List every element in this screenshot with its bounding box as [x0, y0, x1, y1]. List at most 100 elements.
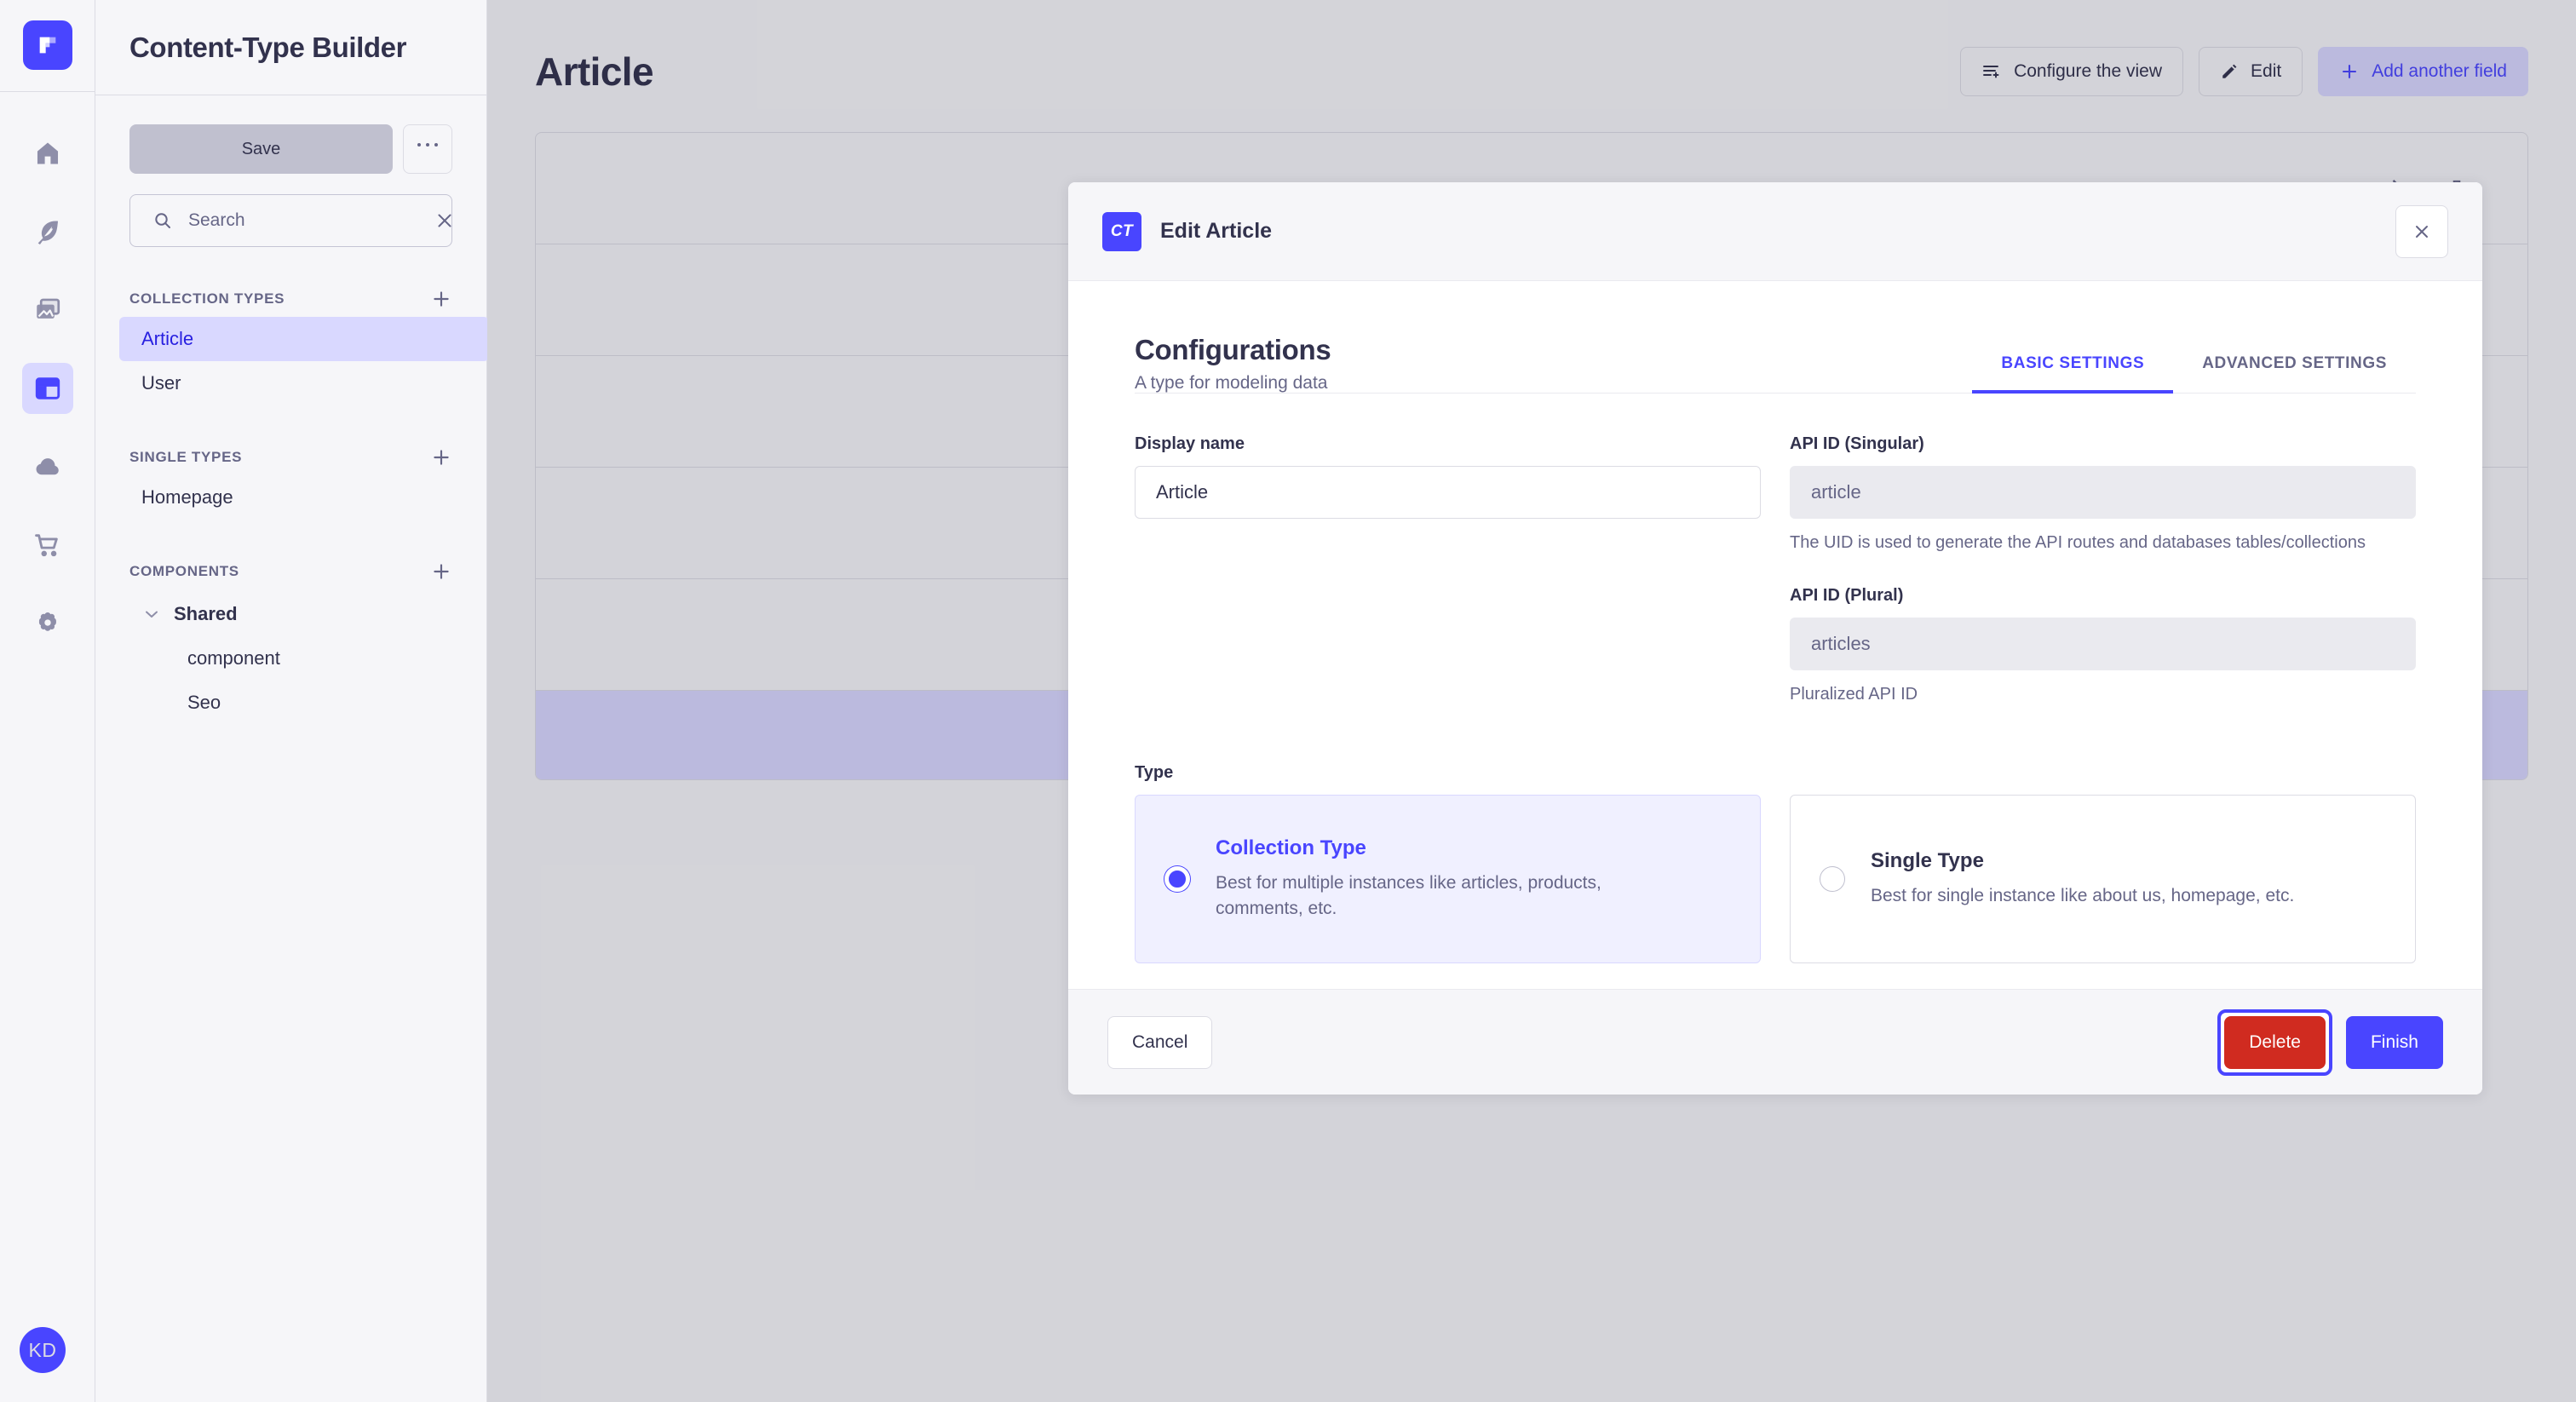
modal-body: Configurations A type for modeling data …: [1068, 281, 2482, 989]
type-option-description: Best for single instance like about us, …: [1871, 885, 2295, 905]
strapi-logo-icon[interactable]: [22, 20, 72, 70]
sidebar-title: Content-Type Builder: [129, 31, 407, 63]
type-option-collection-type[interactable]: Collection Type Best for multiple instan…: [1135, 795, 1761, 963]
display-name-label: Display name: [1135, 434, 1245, 453]
api-id-plural-label: API ID (Plural): [1790, 586, 1904, 605]
group-label: COLLECTION TYPES: [129, 290, 285, 307]
component-group-label: Shared: [174, 603, 238, 624]
nav-marketplace[interactable]: [22, 520, 73, 571]
display-name-field-group: Display name: [1135, 434, 1761, 519]
avatar[interactable]: KD: [20, 1327, 66, 1373]
close-modal-button[interactable]: [2395, 204, 2448, 258]
type-option-text: Collection Type Best for multiple instan…: [1216, 836, 1693, 922]
group-header-components: COMPONENTS: [129, 560, 452, 583]
settings-form: Display name API ID (Singular) The UID i…: [1135, 434, 2416, 715]
add-component-icon[interactable]: [430, 560, 452, 583]
modal-header: CT Edit Article: [1068, 182, 2482, 281]
type-option-description: Best for multiple instances like article…: [1216, 872, 1601, 918]
api-id-plural-hint: Pluralized API ID: [1790, 685, 1918, 704]
footer-primary-actions: Delete Finish: [2217, 1008, 2443, 1076]
nav-content-manager[interactable]: [22, 206, 73, 257]
add-another-field-button[interactable]: Add another field: [2318, 47, 2528, 96]
plus-icon: [2339, 61, 2360, 82]
delete-button[interactable]: Delete: [2224, 1015, 2326, 1069]
search-icon: [152, 210, 173, 231]
nav-home[interactable]: [22, 128, 73, 179]
nav-cloud[interactable]: [22, 441, 73, 492]
modal-title: Edit Article: [1160, 219, 1273, 243]
radio-collection-type[interactable]: [1164, 866, 1190, 892]
button-label: Configure the view: [2014, 61, 2163, 81]
group-label: SINGLE TYPES: [129, 449, 243, 465]
api-id-singular-field-group: API ID (Singular) The UID is used to gen…: [1790, 434, 2416, 555]
group-header-single-types: SINGLE TYPES: [129, 446, 452, 468]
clear-search-icon[interactable]: [434, 210, 455, 231]
sidebar-item-user[interactable]: User: [141, 372, 181, 394]
page-title: Article: [535, 49, 654, 94]
form-column-left: Display name: [1135, 434, 1761, 715]
group-header-collection-types: COLLECTION TYPES: [129, 288, 452, 310]
section-divider: [1135, 393, 2416, 394]
primary-nav-rail: KD: [0, 0, 95, 1402]
configurations-text: Configurations A type for modeling data: [1135, 334, 1331, 394]
edit-button[interactable]: Edit: [2199, 47, 2303, 96]
api-id-plural-input[interactable]: [1790, 618, 2416, 670]
header-actions: Configure the view Edit: [1960, 47, 2528, 96]
sidebar-actions: Save: [129, 124, 452, 174]
type-option-text: Single Type Best for single instance lik…: [1871, 849, 2294, 909]
nav-content-type-builder[interactable]: [21, 363, 73, 414]
component-item-component[interactable]: component: [187, 647, 280, 669]
settings-tabs: BASIC SETTINGS ADVANCED SETTINGS: [1972, 354, 2416, 394]
nav-settings[interactable]: [22, 598, 73, 649]
type-option-name: Single Type: [1871, 848, 1984, 872]
api-id-singular-hint: The UID is used to generate the API rout…: [1790, 533, 2366, 552]
component-item-seo[interactable]: Seo: [187, 692, 221, 713]
close-icon: [2412, 221, 2432, 242]
button-label: Edit: [2251, 61, 2282, 81]
type-option-name: Collection Type: [1216, 836, 1366, 859]
modal-header-left: CT Edit Article: [1102, 211, 1273, 251]
pencil-icon: [2220, 62, 2239, 81]
content-type-sidebar: Content-Type Builder Save: [95, 0, 489, 1402]
save-button[interactable]: Save: [129, 124, 393, 174]
content-type-badge-icon: CT: [1102, 211, 1141, 251]
sidebar-body: Save: [95, 95, 489, 714]
configure-the-view-button[interactable]: Configure the view: [1960, 47, 2184, 96]
component-group-shared[interactable]: Shared: [141, 603, 452, 625]
button-label: Add another field: [2372, 61, 2507, 81]
rail-items: [21, 128, 73, 649]
configurations-heading: Configurations: [1135, 334, 1331, 365]
more-actions-button[interactable]: [403, 124, 452, 174]
search-box[interactable]: [129, 194, 452, 247]
rail-divider: [0, 91, 95, 92]
radio-single-type[interactable]: [1820, 866, 1845, 892]
type-option-single-type[interactable]: Single Type Best for single instance lik…: [1790, 795, 2416, 963]
form-column-right: API ID (Singular) The UID is used to gen…: [1790, 434, 2416, 715]
edit-article-modal: CT Edit Article Configura: [1068, 182, 2482, 1095]
sidebar-item-article[interactable]: Article: [119, 317, 489, 361]
api-id-singular-input[interactable]: [1790, 466, 2416, 519]
main-content: Article Configure the view: [487, 0, 2576, 1402]
nav-media-library[interactable]: [22, 284, 73, 336]
api-id-singular-label: API ID (Singular): [1790, 434, 1924, 453]
tab-advanced-settings[interactable]: ADVANCED SETTINGS: [2202, 354, 2387, 372]
sliders-icon: [1981, 61, 2002, 82]
display-name-input[interactable]: [1135, 466, 1761, 519]
tab-basic-settings[interactable]: BASIC SETTINGS: [1972, 354, 2174, 394]
main-header: Article Configure the view: [487, 0, 2576, 96]
modal-overlay[interactable]: CT Edit Article Configura: [487, 0, 2576, 1402]
modal-footer: Cancel Delete Finish: [1068, 989, 2482, 1095]
configurations-row: Configurations A type for modeling data …: [1135, 334, 2416, 394]
configurations-subheading: A type for modeling data: [1135, 373, 1328, 393]
search-input[interactable]: [188, 210, 419, 231]
add-single-type-icon[interactable]: [430, 446, 452, 468]
chevron-down-icon: [141, 604, 162, 624]
cancel-button[interactable]: Cancel: [1107, 1015, 1213, 1069]
type-label: Type: [1135, 763, 1174, 782]
sidebar-item-homepage[interactable]: Homepage: [141, 486, 233, 508]
finish-button[interactable]: Finish: [2345, 1015, 2443, 1069]
type-options: Collection Type Best for multiple instan…: [1135, 795, 2416, 963]
add-collection-type-icon[interactable]: [430, 288, 452, 310]
api-id-plural-field-group: API ID (Plural) Pluralized API ID: [1790, 586, 2416, 707]
